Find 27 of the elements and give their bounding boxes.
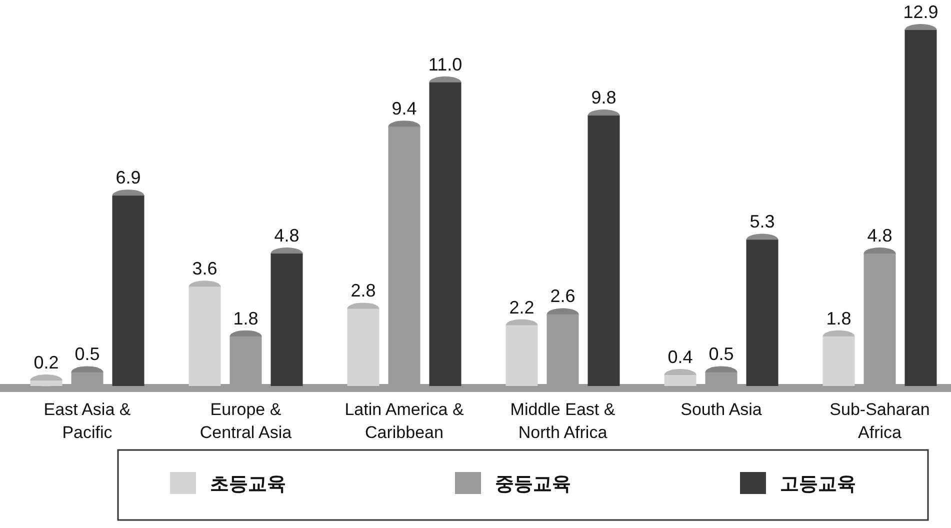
data-label: 0.5 — [708, 344, 734, 364]
data-label: 5.3 — [750, 212, 775, 232]
data-label: 2.6 — [550, 286, 576, 306]
x-tick-label: Sub-Saharan Africa — [828, 399, 931, 444]
data-label: 9.4 — [392, 98, 417, 119]
data-label: 9.8 — [591, 88, 616, 108]
legend-label: 초등교육 — [210, 474, 286, 495]
data-label: 3.6 — [192, 258, 218, 279]
data-label: 0.4 — [668, 346, 693, 367]
data-label: 4.8 — [274, 226, 300, 246]
x-tick-label: Latin America & Caribbean — [344, 399, 464, 444]
data-label: 1.8 — [826, 308, 852, 328]
data-label: 0.5 — [74, 344, 100, 364]
x-tick-label: Middle East & North Africa — [509, 399, 616, 444]
data-label: 6.9 — [116, 168, 141, 188]
legend-label: 중등교육 — [495, 474, 571, 495]
x-tick-label: East Asia & Pacific — [42, 399, 132, 444]
data-label: 0.2 — [34, 352, 59, 372]
data-label: 11.0 — [428, 54, 462, 74]
x-tick-label: South Asia — [680, 399, 763, 421]
data-label: 2.2 — [509, 297, 534, 318]
data-label: 2.8 — [350, 280, 376, 301]
data-label: 12.9 — [903, 2, 938, 22]
data-label: 4.8 — [867, 226, 892, 246]
x-tick-label: Europe & Central Asia — [198, 399, 293, 444]
legend-label: 고등교육 — [780, 474, 856, 495]
data-label: 1.8 — [233, 308, 258, 328]
